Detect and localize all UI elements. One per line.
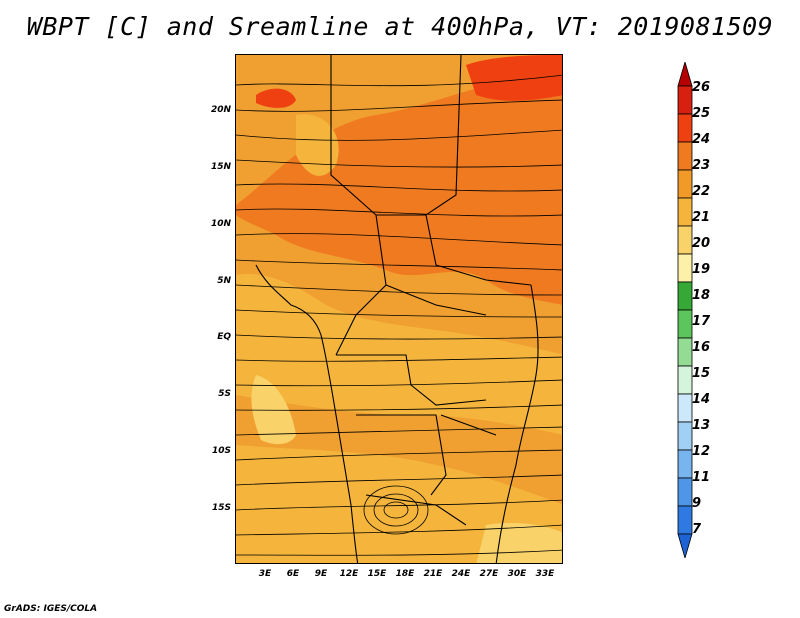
colorbar-segment <box>677 337 693 367</box>
map-panel <box>235 54 563 564</box>
colorbar-segment <box>677 169 693 199</box>
colorbar-label-22: 22 <box>692 184 711 199</box>
lon-label-18e: 18E <box>395 569 415 579</box>
colorbar-segment <box>677 393 693 423</box>
colorbar <box>677 62 693 558</box>
lon-label-27e: 27E <box>479 569 499 579</box>
colorbar-segment <box>677 365 693 395</box>
warmest-region-northeast <box>466 55 562 101</box>
colorbar-label-14: 14 <box>692 392 711 407</box>
map-canvas <box>236 55 562 563</box>
coastlines-borders <box>255 55 539 563</box>
colorbar-label-15: 15 <box>692 366 711 381</box>
colorbar-label-17: 17 <box>692 314 711 329</box>
lon-label-24e: 24E <box>451 569 471 579</box>
lat-label-5s: 5S <box>218 389 231 399</box>
warm-spot-northwest <box>256 88 296 108</box>
colorbar-label-18: 18 <box>692 288 711 303</box>
colorbar-label-12: 12 <box>692 444 711 459</box>
colorbar-segment <box>677 113 693 143</box>
colorbar-segment <box>677 281 693 311</box>
lat-label-5n: 5N <box>217 276 231 286</box>
lon-label-15e: 15E <box>367 569 387 579</box>
footer-credit: GrADS: IGES/COLA <box>4 604 98 614</box>
colorbar-segment <box>677 85 693 115</box>
colorbar-label-20: 20 <box>692 236 711 251</box>
lon-label-12e: 12E <box>339 569 359 579</box>
colorbar-label-11: 11 <box>692 470 711 485</box>
colorbar-segment <box>677 421 693 451</box>
colorbar-label-13: 13 <box>692 418 711 433</box>
lat-label-15s: 15S <box>211 503 231 513</box>
warm-region-north <box>236 65 562 305</box>
colorbar-label-7: 7 <box>692 522 702 537</box>
lon-label-6e: 6E <box>286 569 300 579</box>
colorbar-label-19: 19 <box>692 262 711 277</box>
lon-label-21e: 21E <box>423 569 443 579</box>
lat-label-20n: 20N <box>210 105 231 115</box>
lat-label-eq: EQ <box>217 332 231 342</box>
colorbar-label-9: 9 <box>692 496 702 511</box>
colorbar-label-25: 25 <box>692 106 711 121</box>
colorbar-bottom-arrow <box>677 533 693 558</box>
streamlines <box>236 74 562 556</box>
colorbar-label-24: 24 <box>692 132 711 147</box>
colorbar-label-26: 26 <box>692 80 711 95</box>
cool-region-west <box>251 375 296 445</box>
chart-title: WBPT [C] and Sreamline at 400hPa, VT: 20… <box>26 12 774 41</box>
colorbar-segment <box>677 309 693 339</box>
lon-label-33e: 33E <box>535 569 555 579</box>
colorbar-segment <box>677 449 693 479</box>
colorbar-label-16: 16 <box>692 340 711 355</box>
mild-region-central <box>236 274 562 435</box>
colorbar-segment <box>677 505 693 535</box>
colorbar-segment <box>677 225 693 255</box>
lon-label-9e: 9E <box>314 569 328 579</box>
lon-label-30e: 30E <box>507 569 527 579</box>
colorbar-segment <box>677 141 693 171</box>
colorbar-segment <box>677 477 693 507</box>
mild-region-northwest <box>296 114 339 176</box>
lat-label-10n: 10N <box>210 219 231 229</box>
colorbar-label-23: 23 <box>692 158 711 173</box>
colorbar-label-21: 21 <box>692 210 711 225</box>
colorbar-segment <box>677 253 693 283</box>
colorbar-segment <box>677 197 693 227</box>
colorbar-top-arrow <box>677 62 693 87</box>
lat-label-15n: 15N <box>210 162 231 172</box>
lon-label-3e: 3E <box>258 569 272 579</box>
lat-label-10s: 10S <box>211 446 231 456</box>
